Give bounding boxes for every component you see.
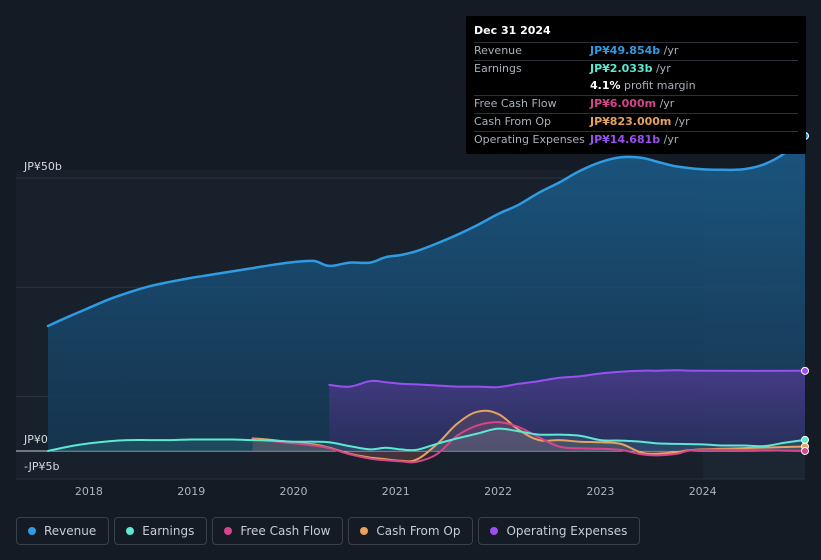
legend-dot-icon [490, 527, 499, 535]
legend-dot-icon [224, 527, 233, 535]
tooltip-row-value: JP¥2.033b /yr [590, 62, 671, 75]
tooltip-row-label: Operating Expenses [474, 133, 585, 146]
y-tick-label: JP¥50b [23, 160, 62, 173]
tooltip-row-value: 4.1% profit margin [590, 79, 696, 92]
tooltip-date: Dec 31 2024 [474, 24, 551, 37]
legend-dot-icon [360, 527, 369, 535]
tooltip-row: Cash From Op JP¥823.000m /yr [474, 113, 798, 131]
x-tick-label: 2018 [75, 485, 103, 498]
tooltip-row-label: Revenue [474, 44, 522, 57]
legend-item-operating-expenses[interactable]: Operating Expenses [478, 517, 641, 545]
legend-item-earnings[interactable]: Earnings [114, 517, 208, 545]
tooltip-row-value: JP¥49.854b /yr [590, 44, 679, 57]
operating-expenses-line [328, 369, 806, 389]
earnings-line [47, 427, 806, 452]
x-tick-label: 2022 [484, 485, 512, 498]
tooltip-row: Operating Expenses JP¥14.681b /yr [474, 131, 798, 149]
tooltip-row: Earnings JP¥2.033b /yr [474, 60, 798, 78]
legend-label: Cash From Op [376, 524, 461, 538]
free-cash-flow-line [251, 421, 806, 464]
earnings-end-marker [801, 435, 809, 444]
tooltip-row-value: JP¥14.681b /yr [590, 133, 679, 146]
tooltip-row-label: Earnings [474, 62, 522, 75]
tooltip-row-label: Cash From Op [474, 115, 552, 128]
legend-dot-icon [126, 527, 135, 535]
earnings-area [48, 428, 805, 451]
legend-dot-icon [28, 527, 36, 535]
y-tick-label: -JP¥5b [24, 460, 59, 473]
tooltip-row-label: Free Cash Flow [474, 97, 557, 110]
chart: JP¥50b JP¥0 -JP¥5b 2018 2019 2020 2021 2022 2023… [16, 131, 809, 498]
tooltip-row: Free Cash Flow JP¥6.000m /yr [474, 95, 798, 113]
y-tick-label: JP¥0 [23, 433, 48, 446]
legend-item-cash-from-op[interactable]: Cash From Op [348, 517, 474, 545]
x-tick-label: 2019 [177, 485, 205, 498]
tooltip-row: 4.1% profit margin [474, 78, 798, 95]
tooltip: Dec 31 2024 Revenue JP¥49.854b /yr Earning… [466, 16, 806, 154]
legend: Revenue Earnings Free Cash Flow Cash From O… [16, 517, 641, 547]
legend-label: Operating Expenses [506, 524, 628, 538]
x-tick-label: 2023 [586, 485, 614, 498]
x-tick-label: 2020 [280, 485, 308, 498]
revenue-line [46, 134, 807, 328]
legend-label: Revenue [44, 524, 97, 538]
legend-label: Free Cash Flow [240, 524, 331, 538]
x-tick-label: 2024 [689, 485, 717, 498]
legend-item-revenue[interactable]: Revenue [16, 517, 110, 545]
operating-expenses-end-marker [801, 366, 809, 375]
tooltip-row: Revenue JP¥49.854b /yr [474, 42, 798, 60]
x-tick-label: 2021 [382, 485, 410, 498]
tooltip-row-label [474, 78, 590, 95]
free-cash-flow-end-marker [801, 446, 809, 455]
legend-label: Earnings [142, 524, 195, 538]
tooltip-row-value: JP¥823.000m /yr [590, 115, 690, 128]
legend-item-free-cash-flow[interactable]: Free Cash Flow [212, 517, 344, 545]
operating-expenses-area [329, 370, 805, 451]
tooltip-row-value: JP¥6.000m /yr [590, 97, 675, 110]
